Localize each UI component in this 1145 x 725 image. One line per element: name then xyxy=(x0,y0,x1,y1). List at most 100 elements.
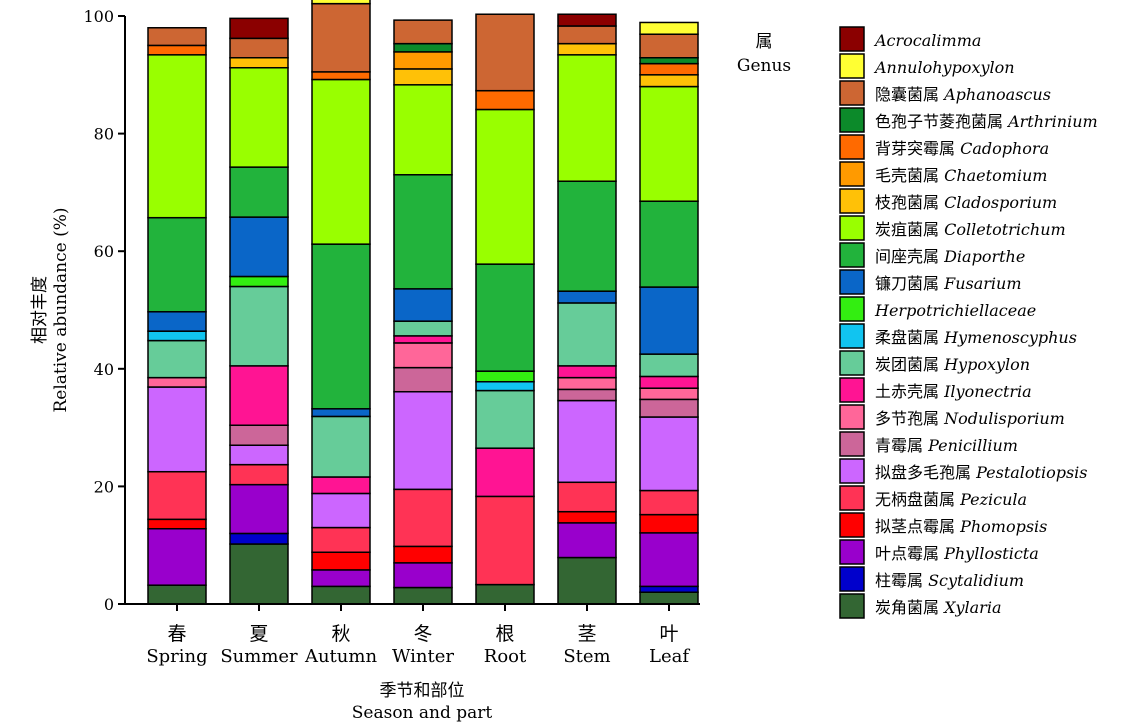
legend-label: 柔盘菌属 Hymenoscyphus xyxy=(875,328,1077,347)
bar-segment xyxy=(639,21,699,35)
x-tick-label-en: Root xyxy=(484,646,527,667)
bar-segment xyxy=(557,42,617,56)
bar-segment xyxy=(639,489,699,516)
bar-segment xyxy=(557,481,617,513)
bar-segment xyxy=(229,166,289,218)
bar-segment xyxy=(475,370,535,383)
legend-swatch xyxy=(839,350,865,376)
bar-segment xyxy=(557,54,617,182)
bar-segment xyxy=(639,286,699,355)
legend-swatch xyxy=(839,431,865,457)
legend-swatch xyxy=(839,539,865,565)
bar-segment xyxy=(475,108,535,265)
legend-swatch xyxy=(839,323,865,349)
legend-label: 无柄盘菌属 Pezicula xyxy=(875,490,1027,509)
legend-label: 镰刀菌属 Fusarium xyxy=(875,274,1022,293)
y-tick-label: 40 xyxy=(94,360,114,379)
bar-segment xyxy=(147,376,207,388)
bar-segment xyxy=(639,416,699,492)
legend-label: 叶点霉属 Phyllosticta xyxy=(875,544,1039,563)
bar-segment xyxy=(557,180,617,292)
bar-segment xyxy=(229,365,289,426)
bar-segment xyxy=(393,174,453,290)
bar-segment xyxy=(229,444,289,466)
bar-segment xyxy=(639,585,699,593)
bar-segment xyxy=(311,585,371,605)
bar-segment xyxy=(475,389,535,449)
bar-segment xyxy=(229,216,289,278)
legend-swatch xyxy=(839,26,865,52)
bar-segment xyxy=(639,375,699,389)
legend-title-cn: 属 xyxy=(756,32,773,52)
bar-segment xyxy=(639,62,699,76)
legend-label: 背芽突霉属 Cadophora xyxy=(875,139,1049,158)
bar-segment xyxy=(229,532,289,545)
bar-segment xyxy=(229,285,289,367)
x-tick-label-cn: 茎 xyxy=(577,623,596,645)
bar-segment xyxy=(639,387,699,401)
legend-label: 炭疽菌属 Colletotrichum xyxy=(875,220,1066,239)
bar-segment xyxy=(229,37,289,59)
legend-label: 毛壳菌属 Chaetomium xyxy=(875,166,1047,185)
bar-segment xyxy=(393,84,453,176)
bar-segment xyxy=(229,56,289,69)
bar-segment xyxy=(557,522,617,559)
bar-segment xyxy=(229,17,289,40)
bar-segment xyxy=(311,526,371,554)
x-axis-title-cn: 季节和部位 xyxy=(380,681,465,701)
bar-segment xyxy=(393,42,453,53)
bar-segment xyxy=(229,275,289,288)
legend-label: Herpotrichiellaceae xyxy=(874,301,1036,320)
legend-label: Annulohypoxylon xyxy=(873,58,1015,77)
bar-segment xyxy=(311,2,371,73)
legend-swatch xyxy=(839,53,865,79)
bar-segment xyxy=(557,388,617,402)
bar-segment xyxy=(393,288,453,322)
bar-segment xyxy=(229,424,289,446)
bar-segment xyxy=(475,380,535,392)
bar-segment xyxy=(147,216,207,313)
legend-label: 炭团菌属 Hypoxylon xyxy=(875,355,1030,374)
bar-segment xyxy=(475,89,535,111)
bar-segment xyxy=(229,483,289,535)
legend-swatch xyxy=(839,80,865,106)
bar-segment xyxy=(557,365,617,379)
bar-segment xyxy=(393,586,453,605)
bar-segment xyxy=(311,492,371,529)
bar-segment xyxy=(639,33,699,59)
legend-label: 土赤壳属 Ilyonectria xyxy=(875,382,1032,401)
bar-segment xyxy=(147,330,207,342)
x-tick-label-en: Stem xyxy=(563,646,610,667)
bar-segment xyxy=(475,583,535,605)
bar-segment xyxy=(147,527,207,586)
bar-segment xyxy=(393,545,453,564)
y-axis-title-cn: 相对丰度 xyxy=(30,276,50,344)
bar-segment xyxy=(311,0,371,5)
bar-segment xyxy=(557,376,617,391)
legend-label: 拟盘多毛孢属 Pestalotiopsis xyxy=(875,463,1088,482)
bar-segment xyxy=(475,495,535,586)
bar-segment xyxy=(393,342,453,369)
bar-segment xyxy=(393,19,453,45)
legend-swatch xyxy=(839,566,865,592)
legend-swatch xyxy=(839,134,865,160)
legend-swatch xyxy=(839,107,865,133)
legend-swatch xyxy=(839,377,865,403)
legend-title-en: Genus xyxy=(737,56,791,76)
x-tick-label-cn: 叶 xyxy=(659,623,678,645)
bar-segment xyxy=(393,390,453,491)
bar-segment xyxy=(393,51,453,70)
x-tick-label-en: Spring xyxy=(146,646,207,667)
x-axis-title-en: Season and part xyxy=(352,703,493,723)
x-tick-label-en: Summer xyxy=(220,646,298,667)
bar-segment xyxy=(311,476,371,495)
legend-swatch xyxy=(839,404,865,430)
bar-segment xyxy=(639,200,699,288)
legend: Acrocalimma Annulohypoxylon 隐囊菌属 Aphanoasc… xyxy=(839,26,1098,619)
bar-segment xyxy=(311,551,371,571)
bars-group xyxy=(147,0,699,605)
x-tick-label-cn: 冬 xyxy=(413,623,432,645)
bar-segment xyxy=(639,353,699,378)
bar-segment xyxy=(147,584,207,605)
